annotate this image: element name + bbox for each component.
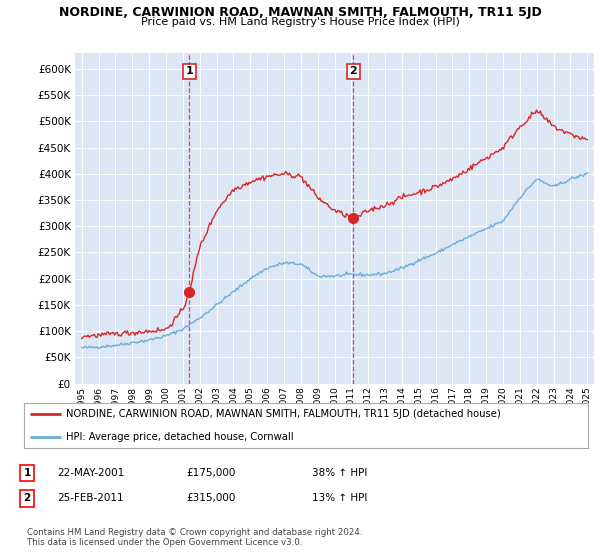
Text: Price paid vs. HM Land Registry's House Price Index (HPI): Price paid vs. HM Land Registry's House … (140, 17, 460, 27)
Text: Contains HM Land Registry data © Crown copyright and database right 2024.
This d: Contains HM Land Registry data © Crown c… (27, 528, 362, 547)
Text: 22-MAY-2001: 22-MAY-2001 (57, 468, 124, 478)
Text: 25-FEB-2011: 25-FEB-2011 (57, 493, 124, 503)
Text: NORDINE, CARWINION ROAD, MAWNAN SMITH, FALMOUTH, TR11 5JD: NORDINE, CARWINION ROAD, MAWNAN SMITH, F… (59, 6, 541, 18)
Text: NORDINE, CARWINION ROAD, MAWNAN SMITH, FALMOUTH, TR11 5JD (detached house): NORDINE, CARWINION ROAD, MAWNAN SMITH, F… (66, 409, 501, 419)
Text: 2: 2 (349, 67, 357, 76)
Text: 1: 1 (23, 468, 31, 478)
Text: 13% ↑ HPI: 13% ↑ HPI (312, 493, 367, 503)
Text: £175,000: £175,000 (186, 468, 235, 478)
Text: 38% ↑ HPI: 38% ↑ HPI (312, 468, 367, 478)
Text: HPI: Average price, detached house, Cornwall: HPI: Average price, detached house, Corn… (66, 432, 294, 442)
Text: 2: 2 (23, 493, 31, 503)
Text: 1: 1 (185, 67, 193, 76)
Text: £315,000: £315,000 (186, 493, 235, 503)
